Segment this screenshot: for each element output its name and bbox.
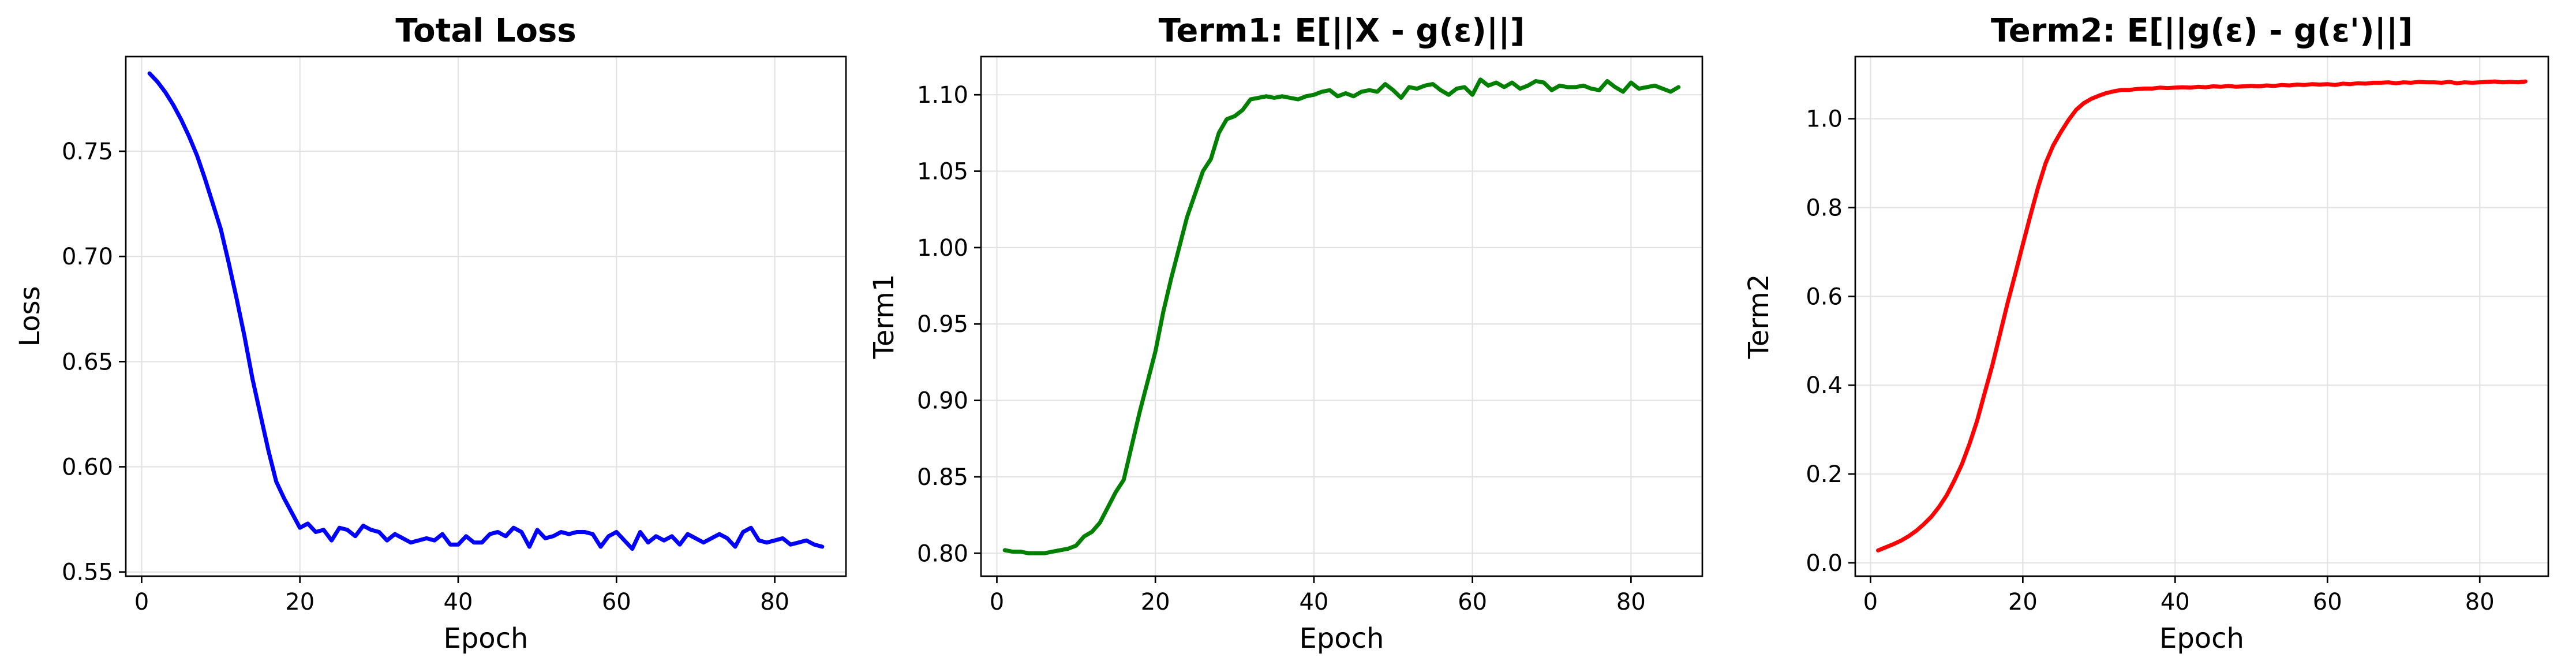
y-tick-label: 0.6 <box>1806 283 1843 310</box>
y-tick-label: 0.75 <box>62 139 113 165</box>
axes-frame <box>1854 55 2549 577</box>
y-tick-label: 1.10 <box>917 82 968 109</box>
x-tick-label: 80 <box>760 589 789 615</box>
term1-title: Term1: E[||X - g(ε)||] <box>1159 12 1525 50</box>
y-tick-label: 1.00 <box>917 235 968 262</box>
x-axis-label: Epoch <box>1300 622 1384 655</box>
y-tick-label: 1.0 <box>1806 106 1843 133</box>
y-tick-label: 0.55 <box>62 559 113 586</box>
x-tick-label: 60 <box>602 589 631 615</box>
x-tick-label: 80 <box>2465 589 2495 615</box>
y-tick-label: 0.0 <box>1806 550 1843 577</box>
x-tick-label: 20 <box>2008 589 2038 615</box>
x-tick-label: 20 <box>1141 589 1170 615</box>
x-tick-label: 0 <box>990 589 1004 615</box>
total-loss-chart: 0 20 40 60 80 0.55 0.60 0.65 0.70 0.75 Total Loss E… <box>14 12 847 655</box>
x-axis-label: Epoch <box>444 622 529 655</box>
total-loss-title: Total Loss <box>395 12 576 50</box>
y-tick-label: 0.8 <box>1806 195 1843 222</box>
y-tick-label: 0.70 <box>62 244 113 270</box>
y-axis-label: Term2 <box>1743 274 1775 360</box>
term2-chart: 0 20 40 60 80 0.0 0.2 0.4 0.6 0.8 1.0 Term2: E[||g(… <box>1743 12 2549 655</box>
x-tick-label: 60 <box>2313 589 2342 615</box>
total-loss-series-line <box>147 71 825 551</box>
term2-title: Term2: E[||g(ε) - g(ε')||] <box>1991 12 2413 50</box>
y-axis-label: Term1 <box>868 274 900 360</box>
x-tick-label: 20 <box>285 589 314 615</box>
x-tick-label: 40 <box>2161 589 2190 615</box>
y-tick-label: 0.90 <box>917 388 968 415</box>
x-tick-label: 0 <box>134 589 149 615</box>
y-tick-label: 0.95 <box>917 311 968 338</box>
y-tick-label: 1.05 <box>917 159 968 185</box>
term1-chart: 0 20 40 60 80 0.80 0.85 0.90 0.95 1.00 1.05 1.10 Ter… <box>868 12 1703 655</box>
y-axis-label: Loss <box>14 286 46 346</box>
y-tick-label: 0.2 <box>1806 461 1843 488</box>
term1-series-line <box>1002 77 1681 555</box>
y-tick-label: 0.4 <box>1806 372 1843 399</box>
x-tick-label: 80 <box>1616 589 1646 615</box>
x-tick-label: 0 <box>1863 589 1878 615</box>
axes-frame <box>980 55 1703 577</box>
y-tick-label: 0.80 <box>917 540 968 567</box>
x-tick-label: 40 <box>444 589 473 615</box>
x-axis-label: Epoch <box>2159 622 2244 655</box>
y-tick-label: 0.85 <box>917 464 968 491</box>
y-tick-label: 0.65 <box>62 349 113 375</box>
axes-frame <box>125 55 847 577</box>
term2-series-line <box>1876 79 2528 552</box>
x-tick-label: 40 <box>1299 589 1328 615</box>
x-tick-label: 60 <box>1458 589 1487 615</box>
y-tick-label: 0.60 <box>62 454 113 481</box>
